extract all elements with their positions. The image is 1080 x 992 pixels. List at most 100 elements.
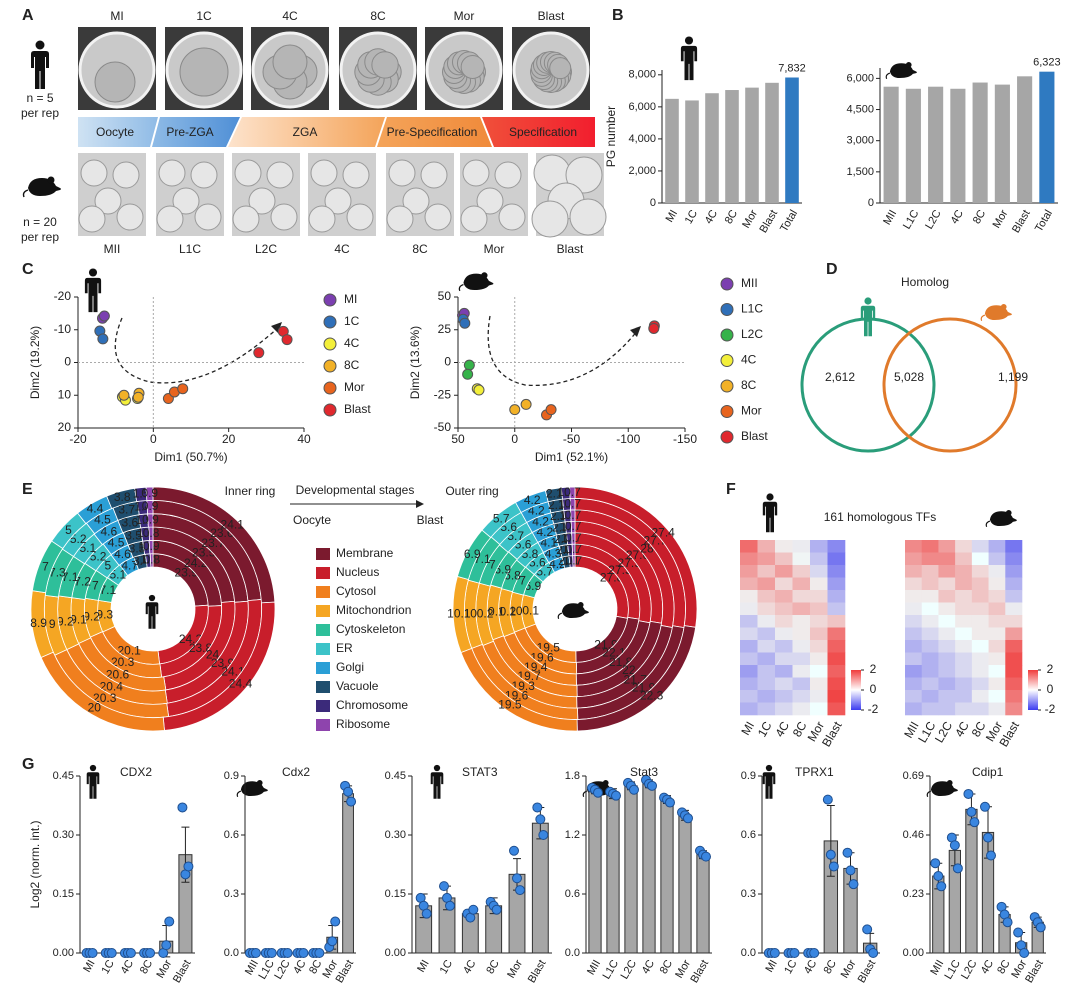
heat-cell xyxy=(792,665,811,678)
segment-label: 20.3 xyxy=(111,655,135,669)
segment-label: 0.7 xyxy=(564,485,581,499)
value-label: 7,832 xyxy=(778,62,806,74)
legend-marker xyxy=(323,337,337,351)
y-tick-label: 0 xyxy=(650,197,656,209)
bar xyxy=(696,854,710,954)
legend-swatch xyxy=(316,548,330,560)
y-tick-label: 8,000 xyxy=(628,69,656,81)
heat-cell xyxy=(740,702,758,716)
phase-oocyte xyxy=(78,117,158,147)
x-tick-label: 8C xyxy=(723,208,740,226)
x-tick-label: 8C xyxy=(658,958,675,976)
y-tick-label: 0.00 xyxy=(903,947,924,959)
heat-cell xyxy=(921,640,939,653)
heat-cell xyxy=(938,615,956,628)
replicate-point xyxy=(822,794,833,805)
heat-cell xyxy=(827,565,846,578)
heat-cell xyxy=(810,590,828,603)
replicate-point xyxy=(1013,927,1024,938)
value-label: 6,323 xyxy=(1033,57,1061,69)
heat-cell xyxy=(971,602,989,616)
colorbar-label: 2 xyxy=(1047,662,1054,676)
arrowhead xyxy=(271,322,282,333)
replicate-point xyxy=(538,830,549,840)
heat-cell xyxy=(971,552,989,566)
replicate-point xyxy=(532,802,543,813)
legend-marker xyxy=(720,277,734,291)
heat-cell xyxy=(740,590,758,603)
phase-label: Oocyte xyxy=(96,125,134,139)
legend-marker xyxy=(720,430,734,444)
embryo xyxy=(308,205,336,233)
bar xyxy=(531,822,549,954)
stage-label: L2C xyxy=(255,242,277,256)
heat-cell xyxy=(955,652,973,666)
x-tick-label: 8C xyxy=(790,719,810,740)
x-tick-label: 40 xyxy=(297,432,311,446)
y-tick-label: -20 xyxy=(54,289,72,303)
segment-label: 5.2 xyxy=(70,532,87,546)
y-tick-label: 6,000 xyxy=(846,72,874,84)
embryo xyxy=(569,198,607,236)
embryo xyxy=(386,205,414,233)
annotation: Outer ring xyxy=(445,484,498,498)
heat-cell xyxy=(827,627,846,641)
heat-cell xyxy=(792,702,811,716)
heat-cell xyxy=(905,702,923,716)
venn-count: 5,028 xyxy=(894,370,924,384)
heat-cell xyxy=(905,627,923,641)
heat-cell xyxy=(1005,552,1023,566)
y-tick-label: 20 xyxy=(58,420,72,434)
point xyxy=(520,398,532,410)
segment-label: 7.3 xyxy=(49,566,66,580)
stage-label: 4C xyxy=(282,9,298,23)
y-tick-label: 0.0 xyxy=(565,947,580,959)
stage-label: L1C xyxy=(179,242,201,256)
venn-set xyxy=(800,317,936,453)
heat-cell xyxy=(905,602,923,616)
replicate-point xyxy=(862,924,873,935)
segment-label: 24 xyxy=(206,647,220,661)
heat-cell xyxy=(955,677,973,691)
legend-label: Cytoskeleton xyxy=(336,622,405,636)
heat-cell xyxy=(810,577,828,591)
legend-label: L2C xyxy=(741,327,763,341)
heat-cell xyxy=(792,552,811,566)
heat-cell xyxy=(921,602,939,616)
y-tick-label: 0.3 xyxy=(741,888,756,900)
segment-label: 0.8 xyxy=(143,526,160,540)
replicate-point xyxy=(445,900,455,911)
bar xyxy=(665,98,679,203)
heat-cell xyxy=(938,577,956,591)
stage-label: Blast xyxy=(557,242,584,256)
point xyxy=(97,333,109,345)
x-tick-label: 4C xyxy=(772,719,792,740)
legend-swatch xyxy=(316,586,330,598)
replicate-point xyxy=(980,801,990,812)
replicate-point xyxy=(1035,922,1046,933)
heat-cell xyxy=(775,702,793,716)
human-icon xyxy=(860,297,876,337)
segment-label: 0.8 xyxy=(143,553,160,567)
colorbar-label: 0 xyxy=(870,682,877,696)
donut-segment xyxy=(145,486,154,501)
heat-cell xyxy=(775,590,793,603)
heat-cell xyxy=(740,565,758,578)
point xyxy=(462,368,474,380)
segment-label: 10 xyxy=(464,606,478,620)
heat-cell xyxy=(775,690,793,703)
segment-label: 10.1 xyxy=(447,607,471,621)
segment-label: 4.2 xyxy=(524,493,541,507)
replicate-point xyxy=(330,916,341,927)
stage-label: Blast xyxy=(538,9,565,23)
heat-cell xyxy=(1005,665,1023,678)
heat-cell xyxy=(1005,540,1023,553)
y-tick-label: 0.23 xyxy=(903,888,924,900)
y-tick-label: 0.00 xyxy=(385,947,406,959)
heat-cell xyxy=(810,640,828,653)
embryo xyxy=(402,187,430,215)
heat-cell xyxy=(757,665,776,678)
heat-cell xyxy=(955,565,973,578)
segment-label: 2.1 xyxy=(546,487,563,501)
stage-label: MI xyxy=(110,9,123,23)
